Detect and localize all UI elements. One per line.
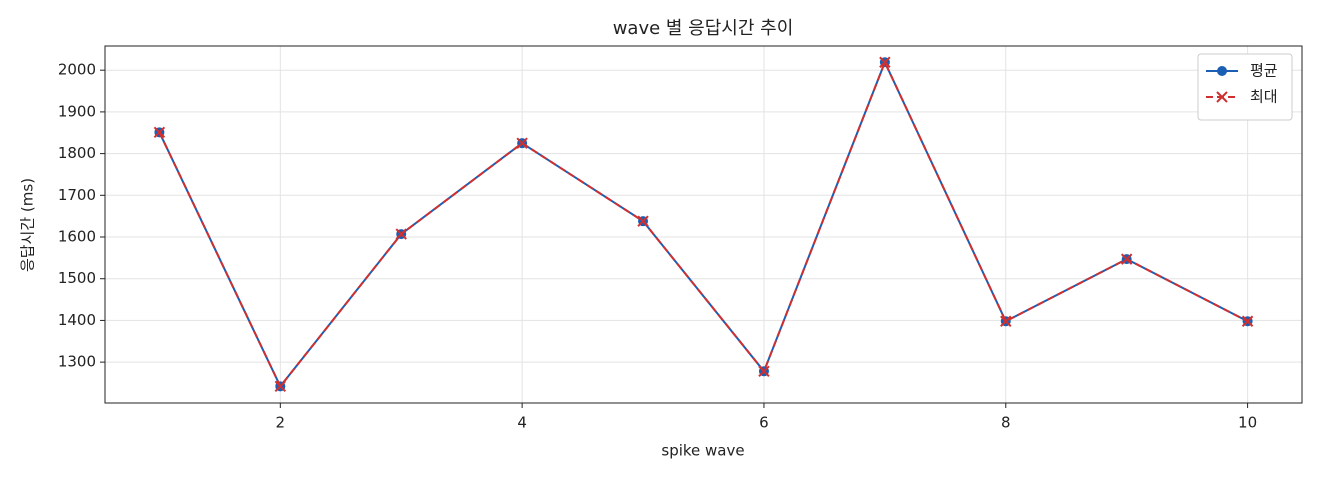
point [516, 137, 528, 149]
y-tick-label: 1600 [58, 228, 96, 246]
legend-label: 최대 [1250, 88, 1278, 106]
x-axis-label: spike wave [661, 442, 744, 460]
point [1120, 253, 1133, 265]
legend-label: 평균 [1250, 62, 1278, 80]
series-line [158, 59, 1249, 389]
point [637, 215, 649, 227]
point [758, 365, 770, 378]
x-tick-label: 2 [276, 414, 286, 432]
y-tick-label: 1800 [58, 144, 96, 162]
x-tick-label: 8 [1001, 414, 1011, 432]
y-tick-label: 1500 [58, 269, 96, 287]
y-tick-label: 1300 [58, 353, 96, 371]
point [153, 126, 166, 139]
plot-frame [104, 45, 1303, 404]
series-line [158, 59, 1249, 389]
point [274, 380, 287, 393]
point [1000, 315, 1012, 327]
y-tick-label: 2000 [58, 61, 96, 79]
chart-title: wave 별 응답시간 추이 [613, 18, 794, 39]
x-tick-label: 10 [1238, 414, 1257, 432]
x-tick-label: 4 [517, 414, 527, 432]
legend-marker [1217, 66, 1227, 76]
y-tick-label: 1700 [58, 186, 96, 204]
y-tick-label: 1400 [58, 311, 96, 329]
y-axis-label: 응답시간 (ms) [19, 178, 37, 272]
point [1241, 315, 1254, 327]
y-tick-label: 1900 [58, 102, 96, 120]
point [395, 228, 407, 240]
legend-box [1197, 53, 1293, 121]
legend-marker [1216, 91, 1228, 103]
x-tick-label: 6 [759, 414, 769, 432]
point [879, 56, 891, 68]
